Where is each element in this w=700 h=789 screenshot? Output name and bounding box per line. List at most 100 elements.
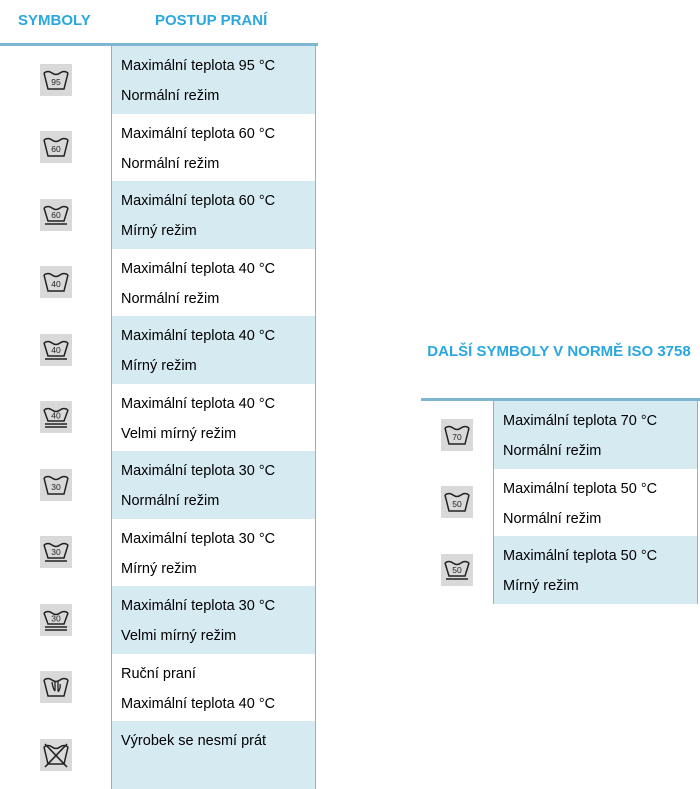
iso-3758-title: DALŠÍ SYMBOLY V NORMĚ ISO 3758 <box>427 343 691 360</box>
table-row: 40 Maximální teplota 40 °C Velmi mírný rež… <box>0 384 315 452</box>
procedure-line-2: Normální režim <box>121 493 220 509</box>
procedure-line-1: Maximální teplota 95 °C <box>121 58 276 74</box>
temperature-label: 30 <box>51 613 61 623</box>
column-separator <box>493 401 494 604</box>
temperature-label: 60 <box>51 210 61 220</box>
symbol-cell: 30 <box>0 586 111 654</box>
procedure-line-1: Výrobek se nesmí prát <box>121 733 267 749</box>
column-separator <box>111 46 112 789</box>
temperature-label: 60 <box>51 144 61 154</box>
procedure-cell: Maximální teplota 30 °C Normální režim <box>112 451 315 519</box>
procedure-line-1: Maximální teplota 30 °C <box>121 463 276 479</box>
symbol-cell: 95 <box>0 46 111 114</box>
procedure-cell: Maximální teplota 50 °C Normální režim <box>494 469 697 537</box>
procedure-line-2: Normální režim <box>503 510 602 527</box>
table-row: 50 Maximální teplota 50 °C Normální režim <box>421 469 697 537</box>
procedure-cell: Ruční praní Maximální teplota 40 °C <box>112 654 315 722</box>
washtub-50-icon: 50 <box>441 486 473 519</box>
right-border <box>697 401 698 604</box>
procedure-cell: Maximální teplota 30 °C Velmi mírný režim <box>112 586 315 654</box>
temperature-label: 40 <box>51 411 61 421</box>
symbol-cell: 70 <box>421 401 493 469</box>
washtub-40-icon: 40 <box>39 266 72 299</box>
main-wash-table: 95 Maximální teplota 95 °C Normální režim 6… <box>0 46 318 789</box>
procedure-line-2: Normální režim <box>121 290 220 307</box>
main-table-top-rule <box>0 43 318 46</box>
table-row: 70 Maximální teplota 70 °C Normální režim <box>421 401 697 469</box>
right-table-top-rule <box>421 398 700 401</box>
procedure-cell: Maximální teplota 40 °C Mírný režim <box>112 316 315 384</box>
procedure-line-1: Maximální teplota 30 °C <box>121 598 276 614</box>
procedure-line-1: Ruční praní <box>121 665 196 682</box>
procedure-line-2: Mírný režim <box>121 223 197 239</box>
hand-wash-icon <box>39 671 72 704</box>
temperature-label: 40 <box>51 279 61 289</box>
table-row: 40 Maximální teplota 40 °C Normální režim <box>0 249 315 317</box>
right-border <box>315 46 316 789</box>
procedure-line-2: Normální režim <box>503 443 602 459</box>
procedure-line-2: Normální režim <box>121 88 220 104</box>
symbol-cell: 50 <box>421 536 493 604</box>
procedure-cell: Maximální teplota 40 °C Normální režim <box>112 249 315 317</box>
table-row: 50 Maximální teplota 50 °C Mírný režim <box>421 536 697 604</box>
symbol-cell <box>0 721 111 789</box>
temperature-label: 40 <box>51 345 61 355</box>
washtub-60-gentle-icon: 60 <box>39 198 72 231</box>
washtub-95-icon: 95 <box>39 63 72 96</box>
procedure-cell: Maximální teplota 70 °C Normální režim <box>494 401 697 469</box>
table-row: 30 Maximální teplota 30 °C Normální režim <box>0 451 315 519</box>
symbol-cell: 50 <box>421 469 493 537</box>
procedure-line-1: Maximální teplota 40 °C <box>121 328 276 344</box>
symbols-header: SYMBOLY <box>18 12 91 29</box>
procedure-cell: Maximální teplota 30 °C Mírný režim <box>112 519 315 587</box>
washtub-40-gentle-icon: 40 <box>39 333 72 366</box>
table-row: 30 Maximální teplota 30 °C Mírný režim <box>0 519 315 587</box>
procedure-line-2: Normální režim <box>121 155 220 172</box>
procedure-line-1: Maximální teplota 70 °C <box>503 413 658 429</box>
procedure-cell: Výrobek se nesmí prát <box>112 721 315 789</box>
procedure-line-2: Mírný režim <box>121 560 197 577</box>
table-row: 95 Maximální teplota 95 °C Normální režim <box>0 46 315 114</box>
procedure-line-1: Maximální teplota 40 °C <box>121 395 276 412</box>
procedure-line-1: Maximální teplota 30 °C <box>121 530 276 547</box>
procedure-line-1: Maximální teplota 50 °C <box>503 480 658 497</box>
procedure-cell: Maximální teplota 60 °C Mírný režim <box>112 181 315 249</box>
procedure-line-2: Mírný režim <box>121 358 197 374</box>
washtub-60-icon: 60 <box>39 131 72 164</box>
procedure-line-1: Maximální teplota 40 °C <box>121 260 276 277</box>
symbol-cell: 30 <box>0 519 111 587</box>
temperature-label: 30 <box>51 547 61 557</box>
procedure-cell: Maximální teplota 60 °C Normální režim <box>112 114 315 182</box>
washtub-40-very-gentle-icon: 40 <box>39 401 72 434</box>
table-row: 60 Maximální teplota 60 °C Mírný režim <box>0 181 315 249</box>
washtub-30-icon: 30 <box>39 468 72 501</box>
table-row: Ruční praní Maximální teplota 40 °C <box>0 654 315 722</box>
table-row: 30 Maximální teplota 30 °C Velmi mírný rež… <box>0 586 315 654</box>
symbol-cell: 40 <box>0 316 111 384</box>
temperature-label: 50 <box>452 499 462 509</box>
washtub-50-gentle-icon: 50 <box>441 553 473 586</box>
procedure-line-2: Velmi mírný režim <box>121 425 237 442</box>
procedure-line-2: Mírný režim <box>503 578 579 594</box>
procedure-line-2: Maximální teplota 40 °C <box>121 695 276 712</box>
do-not-wash-icon <box>39 738 72 771</box>
temperature-label: 50 <box>452 565 462 575</box>
procedure-line-1: Maximální teplota 60 °C <box>121 193 276 209</box>
procedure-cell: Maximální teplota 95 °C Normální režim <box>112 46 315 114</box>
table-row: 60 Maximální teplota 60 °C Normální režim <box>0 114 315 182</box>
procedure-cell: Maximální teplota 40 °C Velmi mírný režim <box>112 384 315 452</box>
washtub-30-gentle-icon: 30 <box>39 536 72 569</box>
symbol-cell: 60 <box>0 181 111 249</box>
procedure-line-1: Maximální teplota 50 °C <box>503 548 658 564</box>
procedure-line-2: Velmi mírný režim <box>121 628 237 644</box>
symbol-cell: 60 <box>0 114 111 182</box>
table-row: Výrobek se nesmí prát <box>0 721 315 789</box>
symbol-cell: 40 <box>0 384 111 452</box>
table-row: 40 Maximální teplota 40 °C Mírný režim <box>0 316 315 384</box>
procedure-cell: Maximální teplota 50 °C Mírný režim <box>494 536 697 604</box>
symbol-cell: 40 <box>0 249 111 317</box>
washtub-30-very-gentle-icon: 30 <box>39 603 72 636</box>
procedure-line-1: Maximální teplota 60 °C <box>121 125 276 142</box>
symbol-cell: 30 <box>0 451 111 519</box>
temperature-label: 95 <box>51 77 61 87</box>
